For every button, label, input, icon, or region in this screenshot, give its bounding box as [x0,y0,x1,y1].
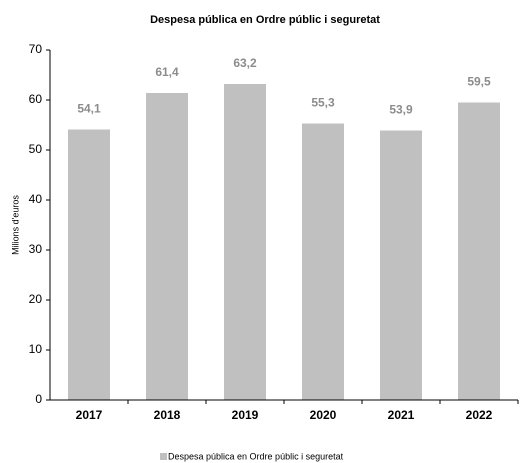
x-tick-label: 2019 [232,408,259,422]
bar [146,93,188,400]
legend-swatch [160,453,167,460]
bar [302,123,344,400]
x-tick-label: 2020 [310,408,337,422]
bar [68,129,110,400]
bar [458,102,500,400]
y-tick-label: 40 [29,192,43,206]
data-label: 53,9 [389,103,413,117]
legend-label: Despesa pública en Ordre públic i segure… [168,451,344,461]
bar [224,84,266,400]
data-label: 55,3 [311,96,335,110]
chart-title: Despesa pública en Ordre públic i segure… [150,14,380,26]
x-tick-label: 2017 [76,408,103,422]
y-tick-label: 30 [29,242,43,256]
y-tick-label: 0 [35,392,42,406]
y-tick-label: 10 [29,342,43,356]
data-label: 61,4 [155,65,179,79]
y-axis-label: Milions d'euros [10,195,20,255]
y-tick-label: 20 [29,292,43,306]
y-tick-label: 60 [29,92,43,106]
x-tick-label: 2022 [466,408,493,422]
data-label: 59,5 [467,75,491,89]
y-tick-label: 50 [29,142,43,156]
bar [380,130,422,400]
data-label: 63,2 [233,56,257,70]
x-tick-label: 2018 [154,408,181,422]
y-tick-label: 70 [29,42,43,56]
data-label: 54,1 [77,102,101,116]
x-tick-label: 2021 [388,408,415,422]
